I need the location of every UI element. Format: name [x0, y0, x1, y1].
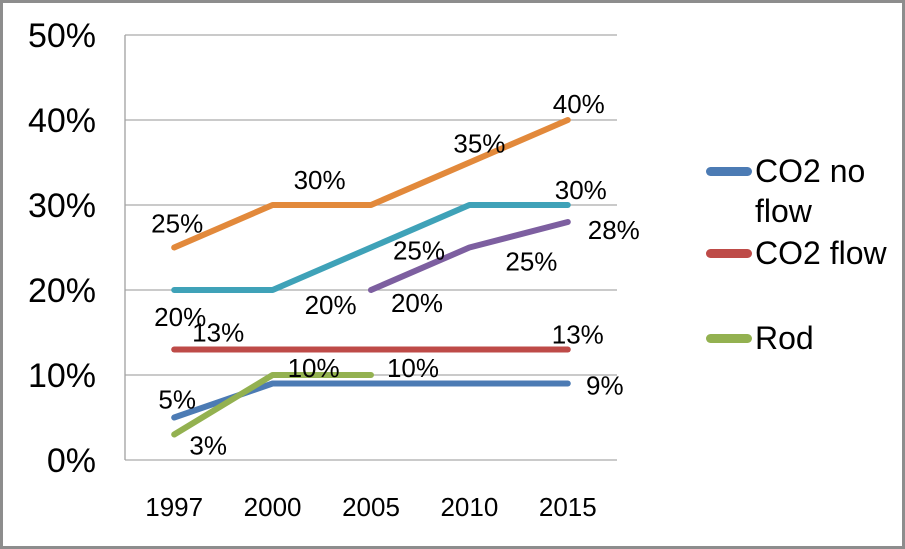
x-axis-tick-label: 1997: [145, 492, 203, 522]
data-label: 30%: [555, 175, 607, 205]
y-axis-tick-label: 10%: [28, 357, 96, 395]
data-label: 40%: [553, 89, 605, 119]
x-axis-tick-label: 2015: [539, 492, 597, 522]
legend-item-co2-no-flow: CO2 no flow: [706, 151, 902, 231]
line-chart: 0% 10% 20% 30% 40% 50% 1997 2000 2005 2010 2015 5% 9…: [28, 17, 640, 522]
data-label: 13%: [192, 318, 244, 348]
legend-swatch-icon: [706, 334, 752, 343]
legend-item-rod: Rod: [706, 318, 902, 358]
data-label: 30%: [294, 165, 346, 195]
data-label: 9%: [586, 371, 624, 401]
legend-label: CO2 no flow: [755, 153, 866, 229]
legend-swatch-icon: [706, 249, 752, 258]
y-axis-tick-label: 40%: [28, 102, 96, 140]
legend-item-co2-flow: CO2 flow: [706, 233, 902, 273]
data-label: 20%: [391, 288, 443, 318]
data-label: 3%: [189, 431, 227, 461]
legend-swatch-icon: [706, 167, 752, 176]
data-label: 25%: [151, 209, 203, 239]
x-axis-tick-label: 2005: [342, 492, 400, 522]
y-axis-tick-label: 30%: [28, 187, 96, 225]
legend: CO2 no flow CO2 flow Rod: [706, 151, 902, 358]
y-axis-tick-label: 20%: [28, 272, 96, 310]
series-line: [171, 202, 571, 293]
data-label: 20%: [154, 302, 206, 332]
series-line: [368, 219, 571, 293]
data-label: 13%: [552, 320, 604, 350]
data-label: 10%: [387, 353, 439, 383]
data-label: 5%: [158, 385, 196, 415]
x-axis-tick-label: 2010: [440, 492, 498, 522]
data-label: 20%: [305, 290, 357, 320]
data-label: 25%: [393, 236, 445, 266]
legend-label: CO2 flow: [755, 235, 887, 271]
y-axis-tick-label: 0%: [47, 442, 96, 480]
data-label: 25%: [505, 247, 557, 277]
series-line: [171, 117, 571, 251]
x-axis-tick-label: 2000: [244, 492, 302, 522]
data-label: 28%: [588, 215, 640, 245]
data-label: 35%: [453, 129, 505, 159]
y-axis-tick-label: 50%: [28, 17, 96, 55]
series-line-rod: [171, 372, 374, 438]
data-label: 10%: [288, 353, 340, 383]
legend-label: Rod: [755, 320, 814, 356]
